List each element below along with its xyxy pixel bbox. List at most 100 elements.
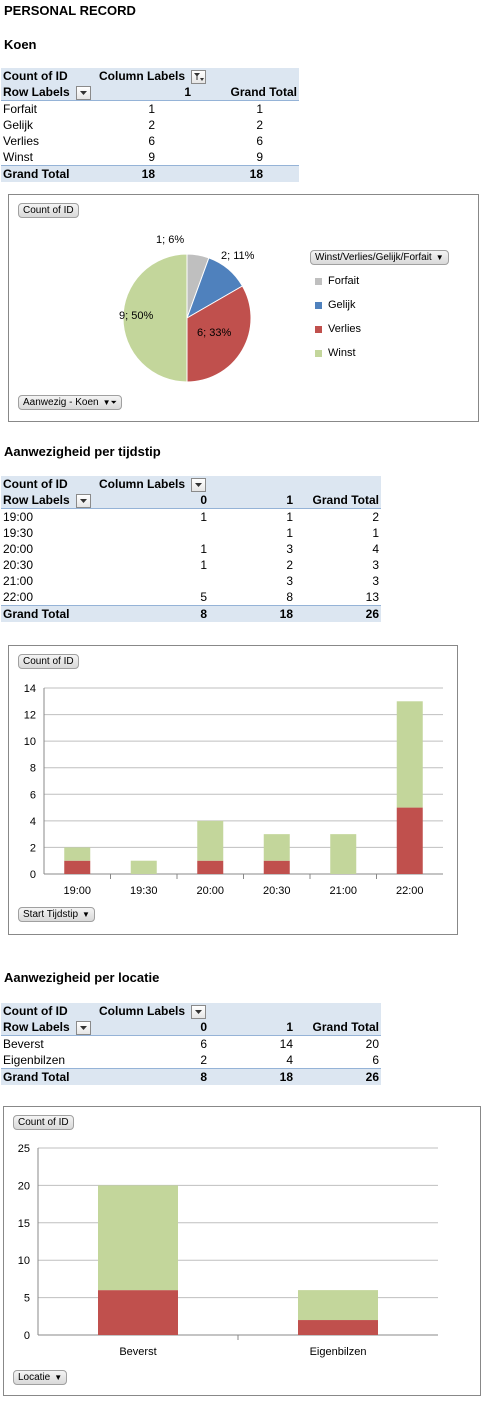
x-tick-label: Beverst (119, 1346, 156, 1358)
row-label: Winst (3, 150, 33, 164)
cell-value: 8 (286, 590, 293, 604)
grand-total-row: Grand Total 8 18 26 (1, 605, 381, 622)
table-row: 20:30 1 2 3 (1, 557, 381, 573)
bar-segment-series-1 (98, 1185, 178, 1291)
grand-total-total: 18 (193, 165, 299, 182)
table-row: 22:00 5 8 13 (1, 589, 381, 606)
cell-value: 1 (200, 542, 207, 556)
cell-value: 3 (286, 542, 293, 556)
row-labels-header[interactable]: Row Labels (1, 84, 97, 101)
bar-chart-tijdstip-box[interactable]: Count of ID 0 2 4 6 8 10 12 14 19:00 19:30 20:00 20… (8, 645, 458, 935)
table-row: 19:00 1 1 2 (1, 509, 381, 526)
section-heading-tijdstip: Aanwezigheid per tijdstip (4, 444, 161, 459)
cell-value: 1 (148, 102, 155, 116)
legend-label: Winst (328, 347, 356, 359)
grand-total-total: 26 (295, 605, 381, 622)
pie-data-label: 1; 6% (156, 234, 184, 246)
dropdown-arrow-icon[interactable] (76, 493, 92, 508)
y-tick-label: 5 (24, 1293, 30, 1305)
pie-chart-box[interactable]: Count of ID 1; 6% 2; 11% 6; 33% 9; 50% Wins… (8, 194, 479, 422)
value-field-button[interactable]: Count of ID (18, 203, 79, 218)
row-labels-header[interactable]: Row Labels (1, 1019, 97, 1036)
col-header-0: 0 (97, 492, 211, 509)
value-field-button[interactable]: Count of ID (18, 654, 79, 669)
row-label: Gelijk (3, 118, 34, 132)
x-tick-label: 20:00 (196, 885, 224, 897)
legend-label: Forfait (328, 275, 360, 287)
dropdown-arrow-icon: ▼ (82, 910, 90, 919)
bar-segment-series-0 (197, 860, 224, 874)
row-label: 19:30 (3, 526, 34, 540)
bar-segment-series-1 (130, 860, 157, 874)
axis-field-label: Start Tijdstip (23, 909, 79, 920)
legend-swatch (315, 277, 322, 285)
cell-value: 5 (200, 590, 207, 604)
y-tick-label: 10 (18, 1255, 30, 1267)
cell-total: 1 (372, 526, 379, 540)
axis-field-label: Locatie (18, 1372, 51, 1383)
pivot-corner: Count of ID (1, 1003, 97, 1019)
legend-swatch (315, 301, 322, 309)
column-labels-header[interactable]: Column Labels (97, 476, 381, 492)
cell-value: 2 (200, 1053, 207, 1067)
bar-segment-series-1 (64, 847, 91, 861)
row-labels-header[interactable]: Row Labels (1, 492, 97, 509)
cell-value: 1 (200, 558, 207, 572)
y-tick-label: 4 (30, 816, 36, 828)
pie-data-label: 9; 50% (119, 310, 153, 322)
report-filter-button[interactable]: Aanwezig - Koen ▼⏷ (18, 395, 122, 410)
grand-total-row: Grand Total 8 18 26 (1, 1068, 381, 1085)
y-tick-label: 12 (24, 710, 36, 722)
col-header-1: 1 (211, 492, 295, 509)
cell-total: 3 (372, 574, 379, 588)
grand-total-value: 18 (211, 1068, 295, 1085)
cell-value: 1 (286, 526, 293, 540)
dropdown-arrow-icon[interactable] (76, 85, 92, 100)
pie-slice-winst (122, 253, 188, 383)
cell-value: 2 (286, 558, 293, 572)
dropdown-arrow-icon[interactable] (76, 1020, 92, 1035)
y-tick-label: 10 (24, 736, 36, 748)
value-field-button[interactable]: Count of ID (13, 1115, 74, 1130)
pivot-table-locatie: Count of ID Column Labels Row Labels 0 1… (1, 1003, 381, 1085)
x-tick-label: 22:00 (396, 885, 424, 897)
cell-value: 1 (286, 510, 293, 524)
row-labels-text: Row Labels (3, 493, 70, 507)
row-label: Beverst (3, 1037, 44, 1051)
bar-segment-series-0 (396, 807, 423, 874)
bar-segment-series-0 (263, 860, 290, 874)
row-label: Verlies (3, 134, 40, 148)
y-tick-label: 20 (18, 1180, 30, 1192)
pivot-corner: Count of ID (1, 476, 97, 492)
legend-item-forfait: Forfait (315, 275, 359, 287)
dropdown-arrow-icon[interactable] (191, 1004, 207, 1019)
filter-icon[interactable] (191, 69, 207, 84)
axis-field-button[interactable]: Locatie ▼ (13, 1370, 68, 1385)
table-row: Gelijk 2 2 (1, 117, 299, 133)
y-tick-label: 25 (18, 1143, 30, 1155)
grand-total-value: 8 (97, 1068, 211, 1085)
row-labels-text: Row Labels (3, 1020, 70, 1034)
cell-value: 9 (148, 150, 155, 164)
y-tick-label: 8 (30, 763, 36, 775)
y-tick-label: 2 (30, 842, 36, 854)
cell-total: 4 (372, 542, 379, 556)
cell-total: 13 (365, 590, 379, 604)
axis-field-button[interactable]: Start Tijdstip ▼ (18, 907, 95, 922)
column-labels-header[interactable]: Column Labels (97, 68, 299, 84)
cell-total: 2 (256, 118, 263, 132)
report-filter-label: Aanwezig - Koen (23, 397, 99, 408)
dropdown-arrow-icon[interactable] (191, 477, 207, 492)
bar-chart-locatie: 0 5 10 15 20 25 Beverst Eigenbilzen (18, 1143, 438, 1358)
filter-icon: ▼⏷ (102, 398, 117, 407)
y-tick-label: 0 (24, 1330, 30, 1342)
grand-total-header: Grand Total (193, 84, 299, 101)
column-labels-header[interactable]: Column Labels (97, 1003, 381, 1019)
legend-field-button[interactable]: Winst/Verlies/Gelijk/Forfait ▼ (310, 250, 449, 265)
table-row: Forfait 1 1 (1, 101, 299, 118)
pie-slice-verlies (186, 285, 252, 383)
bar-chart-locatie-box[interactable]: Count of ID 0 5 10 15 20 25 Beverst Eigenbilzen… (3, 1106, 481, 1396)
grand-total-label: Grand Total (1, 165, 97, 182)
pivot-table-tijdstip: Count of ID Column Labels Row Labels 0 1… (1, 476, 381, 622)
bar-segment-series-0 (98, 1290, 178, 1335)
